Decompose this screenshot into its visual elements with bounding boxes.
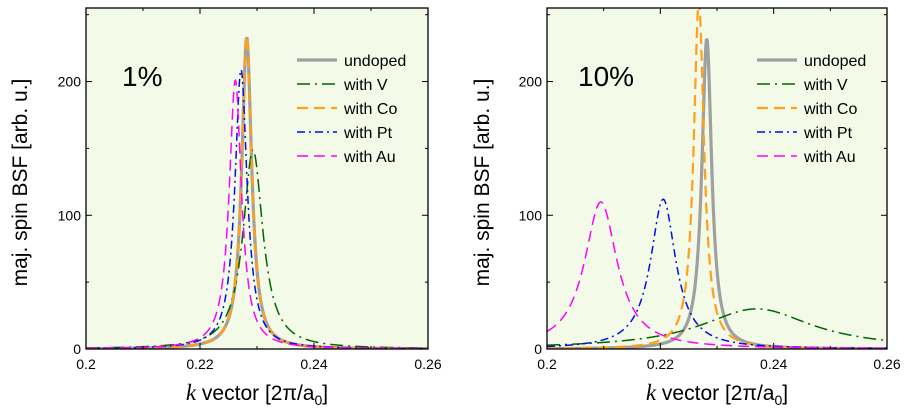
y-tick-label: 0	[534, 341, 542, 357]
x-tick-label: 0.2	[537, 356, 557, 372]
legend-label: with Co	[343, 101, 397, 118]
x-tick-label: 0.26	[873, 356, 900, 372]
y-tick-label: 100	[58, 207, 82, 223]
y-tick-label: 200	[58, 74, 82, 90]
x-axis-label-close: ]	[782, 382, 788, 405]
chart-panel-1: 0.2 0.22 0.24 0.26 0 100 200 maj. spin BSF [arb…	[9, 7, 442, 408]
plot-area	[86, 8, 428, 349]
y-tick-label: 100	[519, 207, 543, 223]
y-axis-label: maj. spin BSF [arb. u.]	[9, 79, 32, 287]
x-tick-label: 0.2	[76, 356, 96, 372]
concentration-label: 1%	[122, 61, 162, 92]
legend-label: with Co	[803, 101, 857, 118]
legend: undoped with V with Co with Pt with Au	[757, 53, 866, 166]
x-axis-label-text: vector [2π/a	[656, 382, 775, 405]
y-axis-label: maj. spin BSF [arb. u.]	[471, 79, 494, 287]
x-axis-label: k vector [2π/a0]	[646, 380, 788, 408]
x-axis-label-text: vector [2π/a	[196, 382, 315, 405]
legend-label: with Au	[343, 149, 396, 166]
legend-label: with Au	[803, 149, 856, 166]
y-tick-label: 200	[519, 74, 543, 90]
plot-area	[547, 8, 887, 349]
series-line-with-v	[547, 308, 887, 346]
x-axis-label-sub: 0	[774, 392, 782, 408]
x-tick-label: 0.22	[647, 356, 674, 372]
x-axis-label-sub: 0	[314, 392, 322, 408]
x-axis-label-k: k	[646, 380, 657, 405]
x-tick-label: 0.22	[186, 356, 213, 372]
x-axis-label-close: ]	[322, 382, 328, 405]
legend-label: with Pt	[343, 125, 393, 142]
legend: undoped with V with Co with Pt with Au	[297, 53, 406, 166]
legend-label: with V	[343, 77, 388, 94]
x-tick-label: 0.24	[760, 356, 787, 372]
y-tick-label: 0	[73, 341, 81, 357]
x-tick-label: 0.24	[300, 356, 327, 372]
x-axis-label-k: k	[186, 380, 197, 405]
legend-label: with V	[803, 77, 848, 94]
concentration-label: 10%	[578, 61, 634, 92]
legend-label: undoped	[804, 53, 866, 70]
legend-label: with Pt	[803, 125, 853, 142]
legend-label: undoped	[344, 53, 406, 70]
chart-panel-2: 0.2 0.22 0.24 0.26 0 100 200 maj. spin BSF [arb…	[471, 7, 901, 408]
x-tick-label: 0.26	[414, 356, 441, 372]
x-axis-label: k vector [2π/a0]	[186, 380, 328, 408]
